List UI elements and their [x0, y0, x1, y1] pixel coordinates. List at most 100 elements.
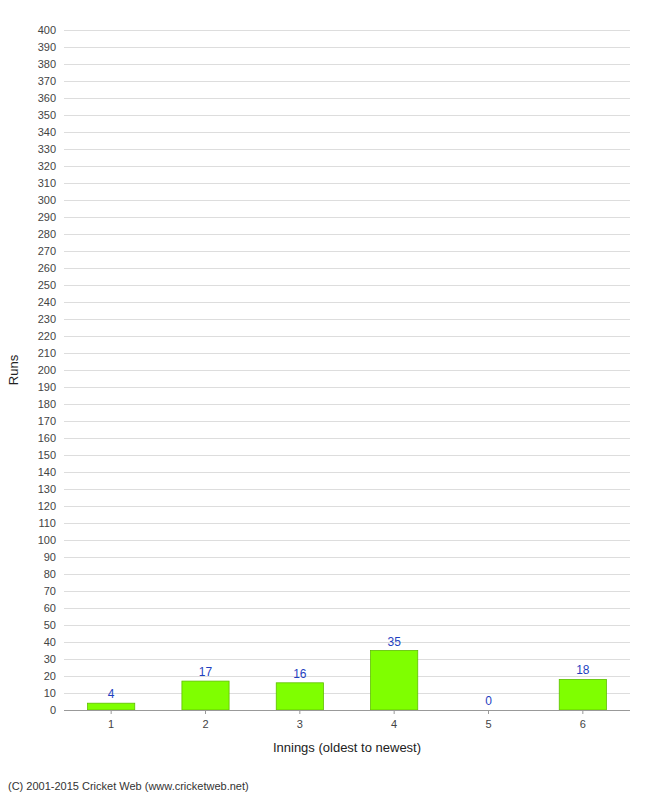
- y-tick-label: 390: [38, 41, 56, 53]
- y-tick-label: 180: [38, 398, 56, 410]
- grid-line: [64, 438, 630, 439]
- x-axis-label: Innings (oldest to newest): [273, 740, 421, 755]
- x-axis-line: [64, 710, 630, 711]
- grid-line: [64, 625, 630, 626]
- y-tick-label: 110: [38, 517, 56, 529]
- grid-line: [64, 183, 630, 184]
- grid-line: [64, 693, 630, 694]
- y-tick-labels: 0102030405060708090100110120130140150160…: [38, 24, 56, 716]
- grid-line: [64, 251, 630, 252]
- grid-line: [64, 506, 630, 507]
- x-tick-label: 6: [580, 718, 586, 730]
- grid-line: [64, 98, 630, 99]
- y-tick-label: 50: [44, 619, 56, 631]
- y-tick-label: 400: [38, 24, 56, 36]
- grid-line: [64, 387, 630, 388]
- y-tick-label: 90: [44, 551, 56, 563]
- y-tick-label: 210: [38, 347, 56, 359]
- grid: [64, 30, 630, 710]
- grid-line: [64, 557, 630, 558]
- y-tick-label: 250: [38, 279, 56, 291]
- y-tick-label: 160: [38, 432, 56, 444]
- y-tick-label: 220: [38, 330, 56, 342]
- y-tick-label: 190: [38, 381, 56, 393]
- grid-line: [64, 47, 630, 48]
- y-tick-label: 380: [38, 58, 56, 70]
- y-tick-label: 320: [38, 160, 56, 172]
- y-tick-label: 350: [38, 109, 56, 121]
- grid-line: [64, 285, 630, 286]
- y-tick-label: 0: [50, 704, 56, 716]
- y-tick-label: 20: [44, 670, 56, 682]
- grid-line: [64, 710, 630, 711]
- y-tick-label: 270: [38, 245, 56, 257]
- y-tick-label: 140: [38, 466, 56, 478]
- grid-line: [64, 319, 630, 320]
- data-label: 4: [108, 687, 115, 701]
- y-tick-label: 40: [44, 636, 56, 648]
- data-label: 16: [293, 667, 307, 681]
- y-tick-label: 360: [38, 92, 56, 104]
- y-tick-label: 70: [44, 585, 56, 597]
- y-tick-label: 170: [38, 415, 56, 427]
- data-labels: 4 17 16 35 0 18: [108, 635, 590, 709]
- y-tick-label: 230: [38, 313, 56, 325]
- x-ticks: 123456: [108, 710, 586, 730]
- grid-line: [64, 608, 630, 609]
- x-tick-label: 2: [202, 718, 208, 730]
- x-tick-label: 3: [297, 718, 303, 730]
- y-tick-label: 340: [38, 126, 56, 138]
- grid-line: [64, 574, 630, 575]
- y-tick-label: 100: [38, 534, 56, 546]
- data-label: 17: [199, 665, 213, 679]
- x-tick: [488, 710, 489, 714]
- grid-line: [64, 166, 630, 167]
- grid-line: [64, 132, 630, 133]
- y-tick-label: 150: [38, 449, 56, 461]
- grid-line: [64, 523, 630, 524]
- y-tick-label: 300: [38, 194, 56, 206]
- page: {"chart_data": {"type": "bar", "xlabel":…: [0, 0, 650, 800]
- bar: [559, 679, 606, 710]
- grid-line: [64, 642, 630, 643]
- y-tick-label: 10: [44, 687, 56, 699]
- grid-line: [64, 302, 630, 303]
- footer: (C) 2001-2015 Cricket Web (www.cricketwe…: [8, 780, 249, 792]
- y-tick-label: 290: [38, 211, 56, 223]
- grid-line: [64, 370, 630, 371]
- data-label: 35: [387, 635, 401, 649]
- grid-line: [64, 64, 630, 65]
- grid-line: [64, 353, 630, 354]
- x-tick: [299, 710, 300, 714]
- grid-line: [64, 489, 630, 490]
- y-tick-label: 260: [38, 262, 56, 274]
- grid-line: [64, 268, 630, 269]
- y-tick-label: 80: [44, 568, 56, 580]
- y-tick-label: 60: [44, 602, 56, 614]
- grid-line: [64, 115, 630, 116]
- x-tick-label: 4: [391, 718, 397, 730]
- x-tick: [582, 710, 583, 714]
- bar: [371, 651, 418, 711]
- grid-line: [64, 472, 630, 473]
- bars: [88, 651, 607, 711]
- x-tick-label: 1: [108, 718, 114, 730]
- grid-line: [64, 149, 630, 150]
- grid-line: [64, 234, 630, 235]
- y-tick-label: 130: [38, 483, 56, 495]
- x-tick: [111, 710, 112, 714]
- grid-line: [64, 455, 630, 456]
- data-label: 0: [485, 694, 492, 708]
- grid-line: [64, 591, 630, 592]
- y-tick-label: 30: [44, 653, 56, 665]
- chart: 0102030405060708090100110120130140150160…: [0, 0, 650, 800]
- bar: [182, 681, 229, 710]
- grid-line: [64, 659, 630, 660]
- x-tick: [394, 710, 395, 714]
- grid-line: [64, 81, 630, 82]
- grid-line: [64, 540, 630, 541]
- data-label: 18: [576, 663, 590, 677]
- grid-line: [64, 421, 630, 422]
- x-tick: [205, 710, 206, 714]
- y-tick-label: 330: [38, 143, 56, 155]
